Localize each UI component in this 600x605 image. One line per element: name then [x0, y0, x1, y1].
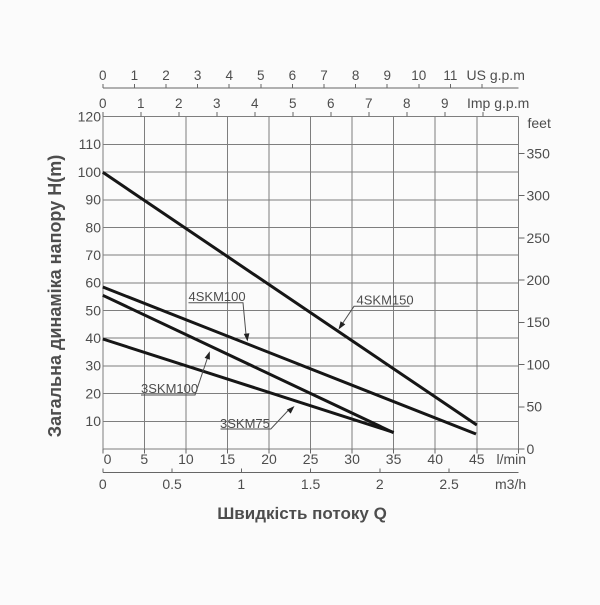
svg-text:7: 7: [320, 68, 328, 83]
svg-text:1: 1: [137, 96, 145, 111]
svg-text:5: 5: [257, 68, 265, 83]
svg-text:7: 7: [365, 96, 373, 111]
svg-text:3SKM75: 3SKM75: [220, 416, 270, 431]
svg-text:0.5: 0.5: [162, 476, 182, 492]
svg-text:3: 3: [194, 68, 202, 83]
svg-text:Imp g.p.m: Imp g.p.m: [467, 95, 529, 111]
svg-text:40: 40: [427, 451, 443, 467]
svg-text:m3/h: m3/h: [495, 476, 526, 492]
svg-text:30: 30: [85, 358, 101, 374]
svg-text:150: 150: [527, 314, 551, 330]
svg-text:110: 110: [79, 136, 102, 152]
svg-text:4SKM150: 4SKM150: [357, 293, 414, 308]
svg-text:100: 100: [78, 164, 102, 180]
svg-text:2: 2: [162, 68, 170, 83]
svg-text:90: 90: [85, 192, 101, 208]
svg-text:20: 20: [261, 451, 277, 467]
svg-text:8: 8: [403, 96, 411, 111]
svg-text:40: 40: [85, 330, 101, 346]
svg-text:100: 100: [527, 356, 551, 372]
svg-text:5: 5: [289, 96, 297, 111]
svg-text:35: 35: [386, 451, 402, 467]
svg-text:4SKM100: 4SKM100: [189, 289, 246, 304]
svg-text:4: 4: [225, 68, 233, 83]
svg-text:80: 80: [85, 219, 101, 235]
svg-text:0: 0: [99, 68, 107, 83]
svg-text:250: 250: [527, 230, 551, 246]
svg-text:0: 0: [527, 441, 535, 457]
svg-text:1: 1: [237, 476, 245, 492]
svg-text:8: 8: [352, 68, 360, 83]
svg-text:US g.p.m: US g.p.m: [467, 67, 525, 83]
svg-text:350: 350: [527, 145, 551, 161]
svg-text:300: 300: [527, 188, 551, 204]
svg-text:Загальна динаміка напору H(m): Загальна динаміка напору H(m): [45, 155, 65, 437]
svg-text:11: 11: [443, 68, 457, 83]
svg-text:50: 50: [85, 302, 101, 318]
svg-text:30: 30: [344, 451, 360, 467]
svg-text:10: 10: [85, 413, 101, 429]
svg-text:2: 2: [376, 476, 384, 492]
svg-text:9: 9: [383, 68, 391, 83]
svg-text:feet: feet: [528, 115, 551, 131]
svg-text:3SKM100: 3SKM100: [141, 381, 198, 396]
svg-text:70: 70: [85, 247, 101, 263]
svg-text:3: 3: [213, 96, 221, 111]
svg-text:l/min: l/min: [497, 451, 527, 467]
svg-text:0: 0: [104, 451, 112, 467]
svg-text:2.5: 2.5: [439, 476, 459, 492]
svg-text:6: 6: [327, 96, 335, 111]
svg-text:1.5: 1.5: [301, 476, 321, 492]
svg-text:Швидкість потоку Q: Швидкість потоку Q: [217, 504, 387, 523]
svg-text:60: 60: [85, 275, 101, 291]
svg-text:45: 45: [469, 451, 485, 467]
svg-text:6: 6: [289, 68, 297, 83]
svg-text:1: 1: [131, 68, 139, 83]
svg-text:0: 0: [99, 476, 107, 492]
svg-text:9: 9: [441, 96, 449, 111]
svg-text:200: 200: [527, 272, 551, 288]
svg-text:5: 5: [140, 451, 148, 467]
svg-text:120: 120: [78, 109, 102, 125]
svg-text:10: 10: [411, 68, 426, 83]
svg-text:2: 2: [175, 96, 183, 111]
svg-text:0: 0: [99, 96, 107, 111]
svg-text:15: 15: [220, 451, 236, 467]
svg-text:4: 4: [251, 96, 259, 111]
svg-text:50: 50: [527, 399, 543, 415]
svg-text:25: 25: [303, 451, 319, 467]
svg-text:20: 20: [85, 385, 101, 401]
svg-text:10: 10: [178, 451, 194, 467]
